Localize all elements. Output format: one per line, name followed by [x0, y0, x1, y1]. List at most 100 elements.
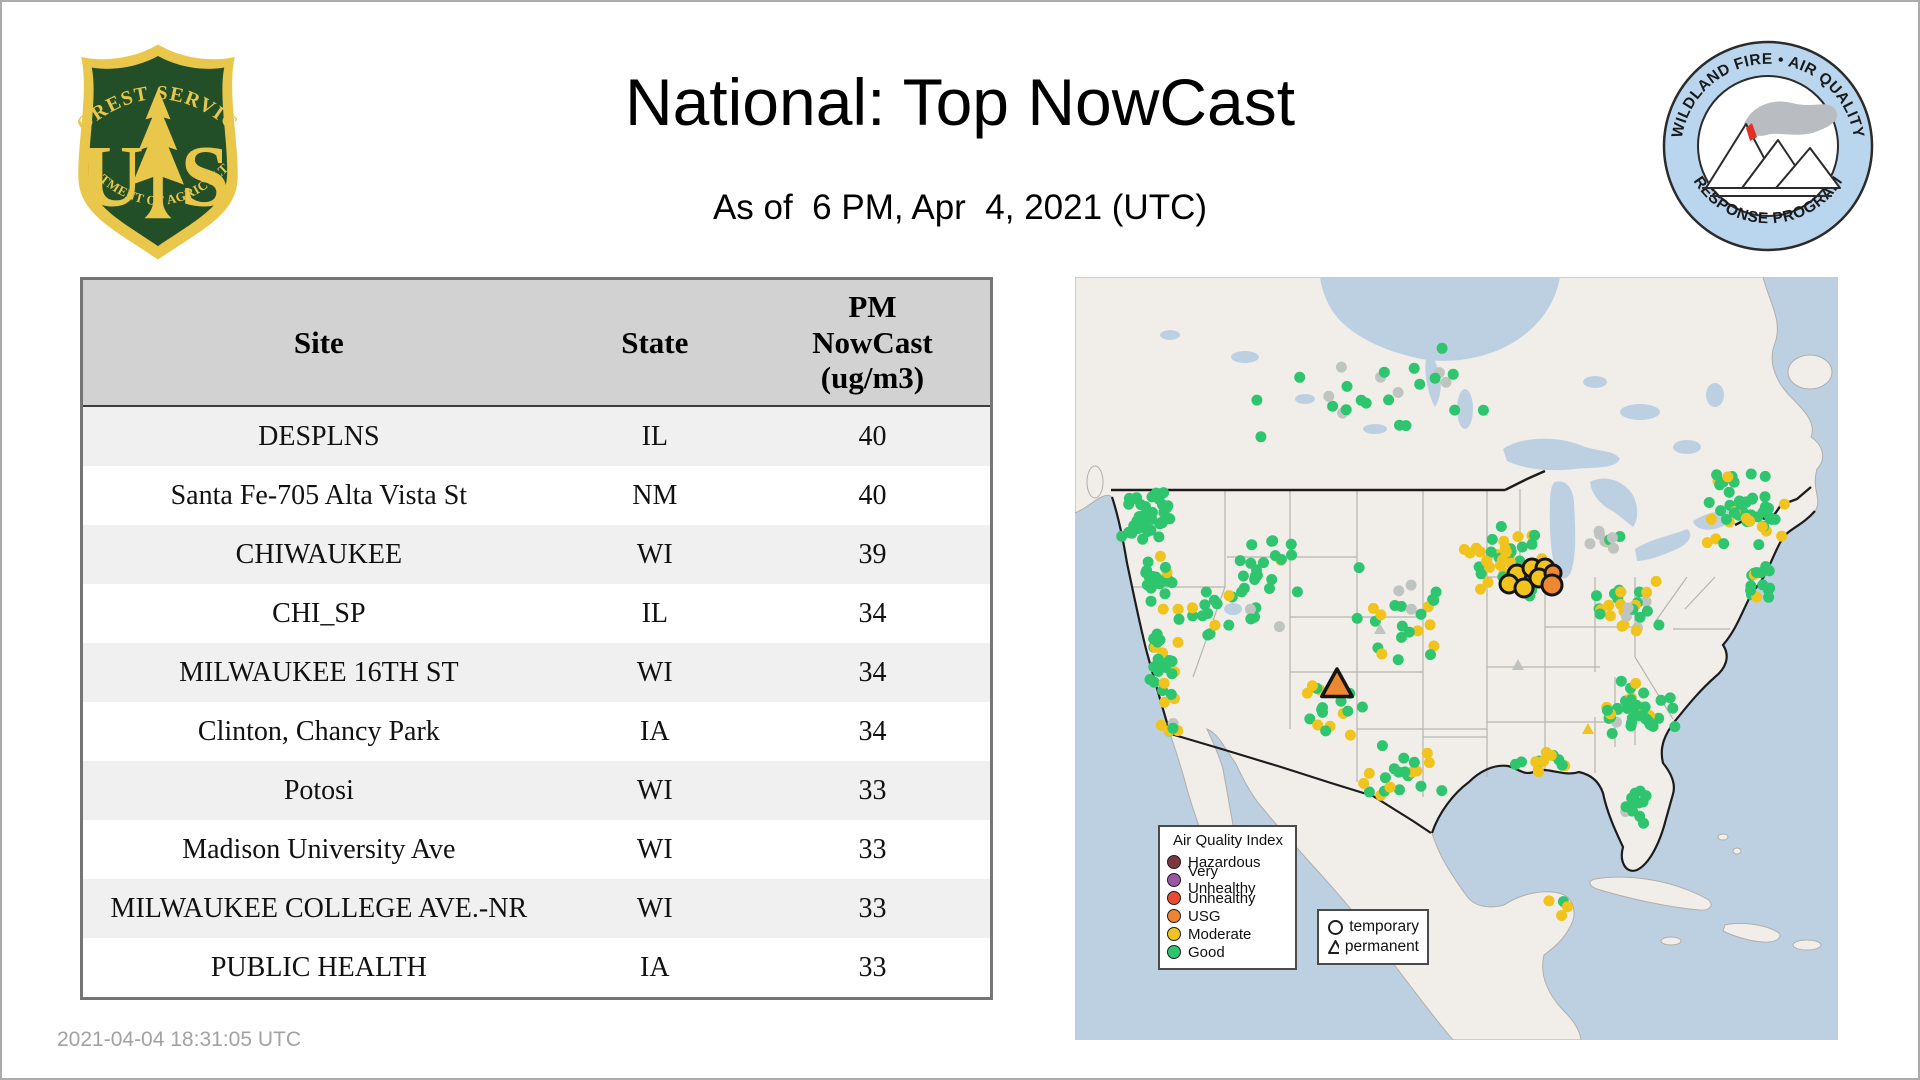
site-cell: Madison University Ave: [182, 833, 456, 865]
monitor-dot: [1594, 608, 1606, 620]
monitor-dot: [1258, 557, 1269, 569]
fs-letter-s: S: [180, 128, 229, 226]
monitor-dot: [1223, 619, 1235, 631]
monitor-dot: [1142, 556, 1154, 568]
generated-timestamp: 2021-04-04 18:31:05 UTC: [57, 1028, 301, 1051]
table-row: Clinton, Chancy Park IA 34: [81, 702, 992, 761]
monitor-dot: [1584, 538, 1596, 550]
pm-header-line1: PM: [848, 289, 897, 325]
monitor-dot: [1500, 546, 1512, 558]
monitor-dot: [1208, 594, 1220, 606]
monitor-dot: [1172, 603, 1184, 615]
monitor-dot: [1398, 752, 1410, 764]
aqi-color-swatch: [1167, 891, 1181, 905]
monitor-dot: [1154, 550, 1166, 562]
top-site-marker: [1513, 577, 1535, 599]
monitor-dot: [1251, 394, 1263, 406]
legend-permanent-label: permanent: [1344, 938, 1419, 955]
nowcast-table: Site State PM NowCast (ug/m3) DESPLNS IL 4…: [80, 277, 993, 1000]
monitor-dot: [1355, 394, 1367, 406]
monitor-dot: [1275, 554, 1287, 565]
monitor-dot: [1323, 390, 1335, 402]
monitor-dot: [1723, 486, 1735, 498]
monitor-dot: [1634, 810, 1646, 822]
monitor-dot: [1327, 400, 1339, 412]
monitor-dot: [1166, 577, 1178, 589]
monitor-dot: [1638, 687, 1650, 699]
value-cell: 33: [858, 774, 887, 806]
aqi-color-swatch: [1167, 927, 1181, 941]
table-row: DESPLNS IL 40: [81, 406, 992, 466]
monitor-dot: [1640, 596, 1652, 608]
monitor-dot: [1408, 756, 1420, 768]
islands: [1086, 354, 1833, 951]
column-header-pm-nowcast: PM NowCast (ug/m3): [754, 278, 992, 407]
monitor-dot: [1116, 530, 1128, 542]
monitor-dot: [1634, 611, 1646, 623]
monitor-dot: [1264, 583, 1275, 594]
monitor-dot: [1223, 590, 1235, 602]
monitor-dot: [1392, 654, 1404, 666]
monitor-dot: [1393, 766, 1405, 778]
monitor-dot: [1620, 610, 1632, 622]
monitor-dot: [1158, 696, 1170, 708]
wf-flame-icon: [1746, 123, 1757, 141]
monitor-dot: [1167, 722, 1179, 734]
state-cell: IA: [640, 951, 670, 983]
aqi-legend-items: Hazardous Very Unhealthy Unhealthy USG Moder…: [1167, 853, 1289, 961]
monitor-dot: [1556, 910, 1568, 921]
monitor-dot: [1705, 513, 1717, 525]
monitor-dot: [1458, 543, 1470, 555]
monitor-dot: [1152, 636, 1163, 648]
monitor-dot: [1291, 586, 1303, 598]
monitor-dot: [1593, 525, 1605, 537]
monitor-dot: [1335, 361, 1347, 373]
monitor-dot: [1428, 640, 1440, 652]
monitor-dot: [1616, 620, 1628, 632]
monitor-dot: [1728, 507, 1740, 519]
monitor-dot: [1630, 677, 1642, 689]
aqi-item-label: Unhealthy: [1188, 889, 1256, 907]
monitor-dot: [1164, 513, 1176, 525]
monitor-dot: [1625, 694, 1637, 706]
table-header-row: Site State PM NowCast (ug/m3): [81, 278, 992, 407]
monitor-dot: [1641, 605, 1653, 617]
monitor-dot: [1135, 510, 1147, 522]
monitor-dot: [1408, 362, 1420, 374]
monitor-dot: [1267, 535, 1279, 547]
monitor-dot: [1376, 648, 1388, 660]
monitor-dot: [1615, 586, 1627, 598]
monitor-dot: [1653, 712, 1665, 724]
aqi-item-label: Good: [1188, 943, 1225, 961]
monitor-dot: [1383, 394, 1395, 406]
monitor-dot: [1392, 387, 1404, 398]
monitor-dot: [1285, 538, 1297, 550]
monitor-dot: [1428, 594, 1440, 606]
monitor-dot: [1745, 584, 1757, 596]
monitor-dot: [1154, 661, 1166, 673]
marker-type-legend: temporary permanent: [1317, 909, 1429, 965]
monitor-dot: [1363, 786, 1375, 798]
state-cell: IA: [640, 715, 670, 747]
monitor-dot: [1405, 579, 1417, 591]
monitor-dot: [1475, 583, 1486, 595]
monitor-dot: [1356, 701, 1368, 713]
monitor-dot: [1650, 575, 1662, 587]
monitor-dot: [1752, 511, 1764, 523]
table-row: CHIWAUKEE WI 39: [81, 525, 992, 584]
permanent-monitor-dot: [1512, 659, 1524, 670]
wfaqrp-logo: WILDLAND FIRE • AIR QUALITY RESPONSE PRO…: [1662, 40, 1874, 252]
monitor-dot: [1237, 570, 1249, 582]
forest-service-logo: FOREST SERVICE U S DEPARTMENT OF AGRICUL…: [62, 40, 241, 260]
monitor-dot: [1415, 608, 1427, 620]
monitor-dot: [1601, 704, 1613, 716]
aqi-color-swatch: [1167, 909, 1181, 923]
monitor-dot: [1320, 725, 1332, 737]
monitor-dot: [1477, 404, 1489, 416]
monitor-dot: [1403, 626, 1415, 638]
value-cell: 40: [858, 420, 887, 452]
monitor-dot: [1735, 498, 1747, 510]
monitor-dot: [1393, 585, 1405, 597]
site-cell: PUBLIC HEALTH: [210, 951, 427, 983]
